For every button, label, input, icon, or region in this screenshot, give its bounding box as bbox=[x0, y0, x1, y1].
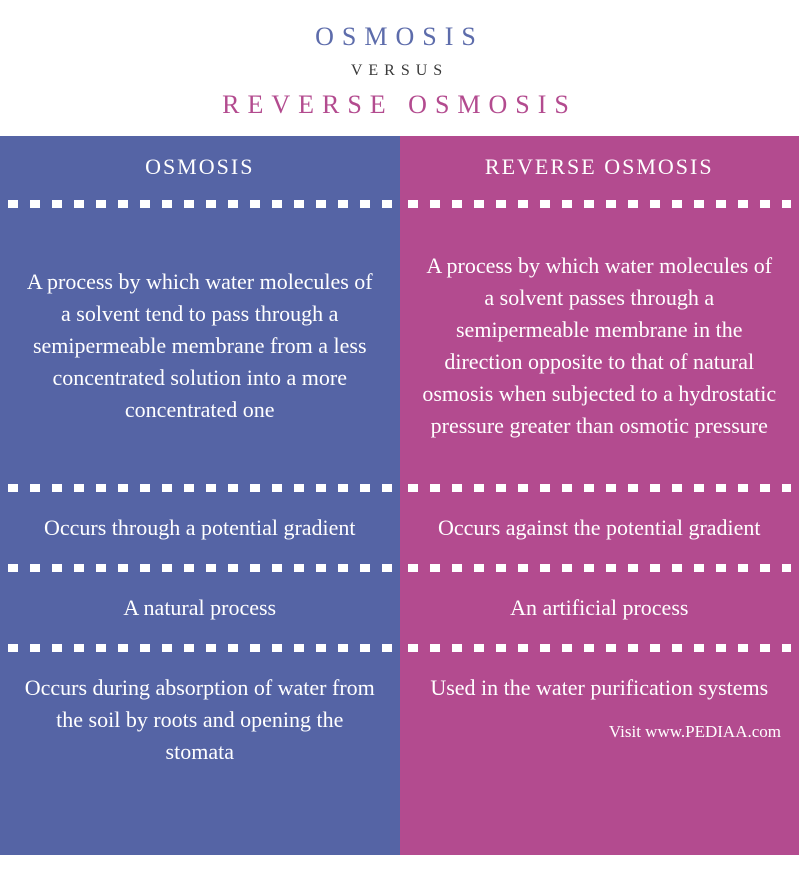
divider bbox=[408, 644, 792, 652]
column-reverse-osmosis: REVERSE OSMOSIS A process by which water… bbox=[400, 136, 799, 855]
column-header-left: OSMOSIS bbox=[0, 136, 400, 194]
right-row-2: An artificial process bbox=[400, 578, 799, 638]
right-row-3: Used in the water purification systems bbox=[400, 658, 799, 718]
left-row-2: A natural process bbox=[0, 578, 400, 638]
title-versus: VERSUS bbox=[0, 62, 799, 80]
divider bbox=[408, 564, 792, 572]
footer-credit: Visit www.PEDIAA.com bbox=[400, 718, 799, 750]
divider bbox=[8, 484, 392, 492]
title-osmosis: OSMOSIS bbox=[0, 22, 799, 52]
title-reverse-osmosis: REVERSE OSMOSIS bbox=[0, 90, 799, 120]
divider bbox=[408, 484, 792, 492]
left-row-0: A process by which water molecules of a … bbox=[0, 214, 400, 478]
divider bbox=[8, 644, 392, 652]
left-row-1: Occurs through a potential gradient bbox=[0, 498, 400, 558]
right-row-0: A process by which water molecules of a … bbox=[400, 214, 799, 478]
divider bbox=[408, 200, 792, 208]
left-row-3: Occurs during absorption of water from t… bbox=[0, 658, 400, 782]
right-row-1: Occurs against the potential gradient bbox=[400, 498, 799, 558]
comparison-columns: OSMOSIS A process by which water molecul… bbox=[0, 136, 799, 855]
column-header-right: REVERSE OSMOSIS bbox=[400, 136, 799, 194]
column-osmosis: OSMOSIS A process by which water molecul… bbox=[0, 136, 400, 855]
header: OSMOSIS VERSUS REVERSE OSMOSIS bbox=[0, 0, 799, 136]
divider bbox=[8, 564, 392, 572]
divider bbox=[8, 200, 392, 208]
